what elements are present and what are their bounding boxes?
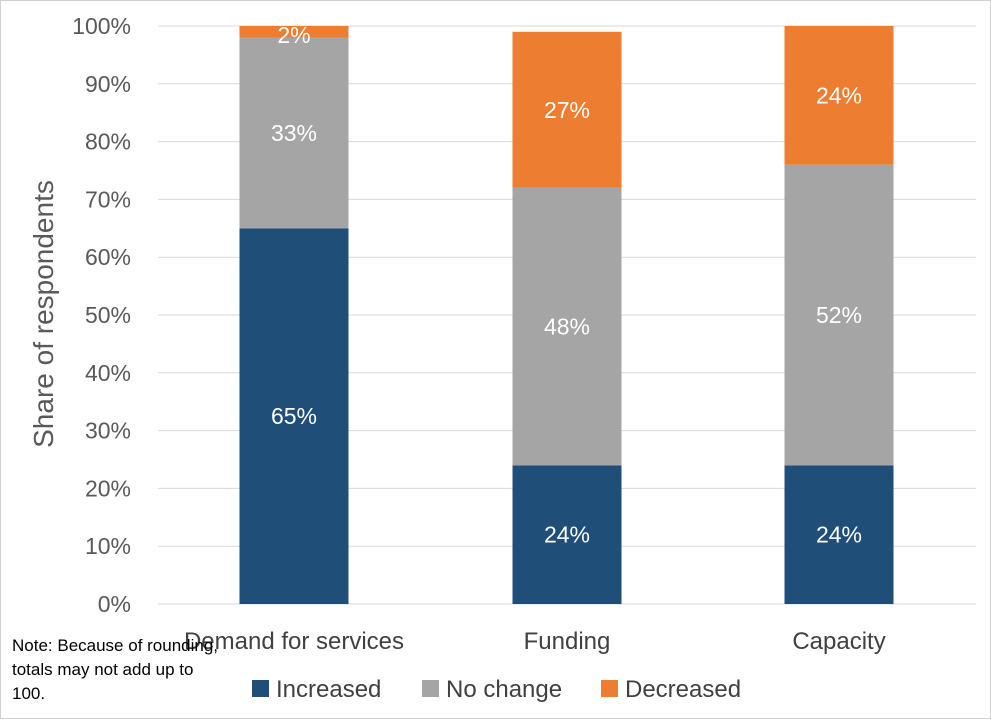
data-label-2-0: 24%	[816, 522, 862, 548]
y-tick-label-90: 90%	[85, 71, 131, 97]
legend-swatch-no-change	[422, 680, 439, 697]
bar-funding-increased	[512, 465, 622, 604]
data-label-0-0: 65%	[271, 403, 317, 429]
y-tick-label-80: 80%	[85, 129, 131, 155]
legend-label-decreased: Decreased	[625, 676, 741, 703]
legend-swatch-decreased	[601, 680, 618, 697]
y-tick-label-0: 0%	[98, 591, 131, 617]
y-tick-label-20: 20%	[85, 475, 131, 501]
data-label-2-2: 24%	[816, 82, 862, 108]
bar-capacity-no-change	[784, 164, 894, 466]
legend-label-no-change: No change	[446, 676, 562, 703]
bar-funding-no-change	[512, 187, 622, 466]
data-label-1-0: 24%	[544, 522, 590, 548]
category-label-1: Funding	[524, 628, 611, 655]
y-axis-ticks: 0% 10% 20% 30% 40% 50% 60% 70% 80% 90% 100%	[72, 13, 131, 617]
bar-funding-decreased	[512, 31, 622, 188]
bar-demand-for-services-increased	[239, 228, 349, 605]
y-tick-label-40: 40%	[85, 360, 131, 386]
data-label-0-1: 33%	[271, 120, 317, 146]
bar-demand-for-services-decreased	[239, 26, 349, 38]
data-label-1-2: 27%	[544, 97, 590, 123]
legend-label-increased: Increased	[276, 676, 381, 703]
legend: Increased No change Decreased	[252, 676, 741, 703]
data-label-0-2: 2%	[277, 22, 310, 48]
footnote: Note: Because of rounding, totals may no…	[12, 636, 219, 703]
y-tick-label-30: 30%	[85, 418, 131, 444]
bar-demand-for-services-no-change	[239, 37, 349, 229]
y-tick-label-70: 70%	[85, 186, 131, 212]
bar-capacity-increased	[784, 465, 894, 604]
category-label-0: Demand for services	[184, 628, 404, 655]
data-label-1-1: 48%	[544, 314, 590, 340]
y-tick-label-60: 60%	[85, 244, 131, 270]
y-tick-label-100: 100%	[72, 13, 131, 39]
y-axis-title: Share of respondents	[28, 180, 59, 448]
x-axis-categories: Demand for services Funding Capacity	[184, 628, 886, 655]
data-label-2-1: 52%	[816, 302, 862, 328]
y-tick-label-50: 50%	[85, 302, 131, 328]
bars	[239, 26, 894, 605]
category-label-2: Capacity	[792, 628, 885, 655]
y-tick-label-10: 10%	[85, 533, 131, 559]
legend-swatch-increased	[252, 680, 269, 697]
bar-capacity-decreased	[784, 26, 894, 165]
data-labels: 65% 33% 2% 24% 48% 27% 24% 52% 24%	[271, 22, 862, 548]
